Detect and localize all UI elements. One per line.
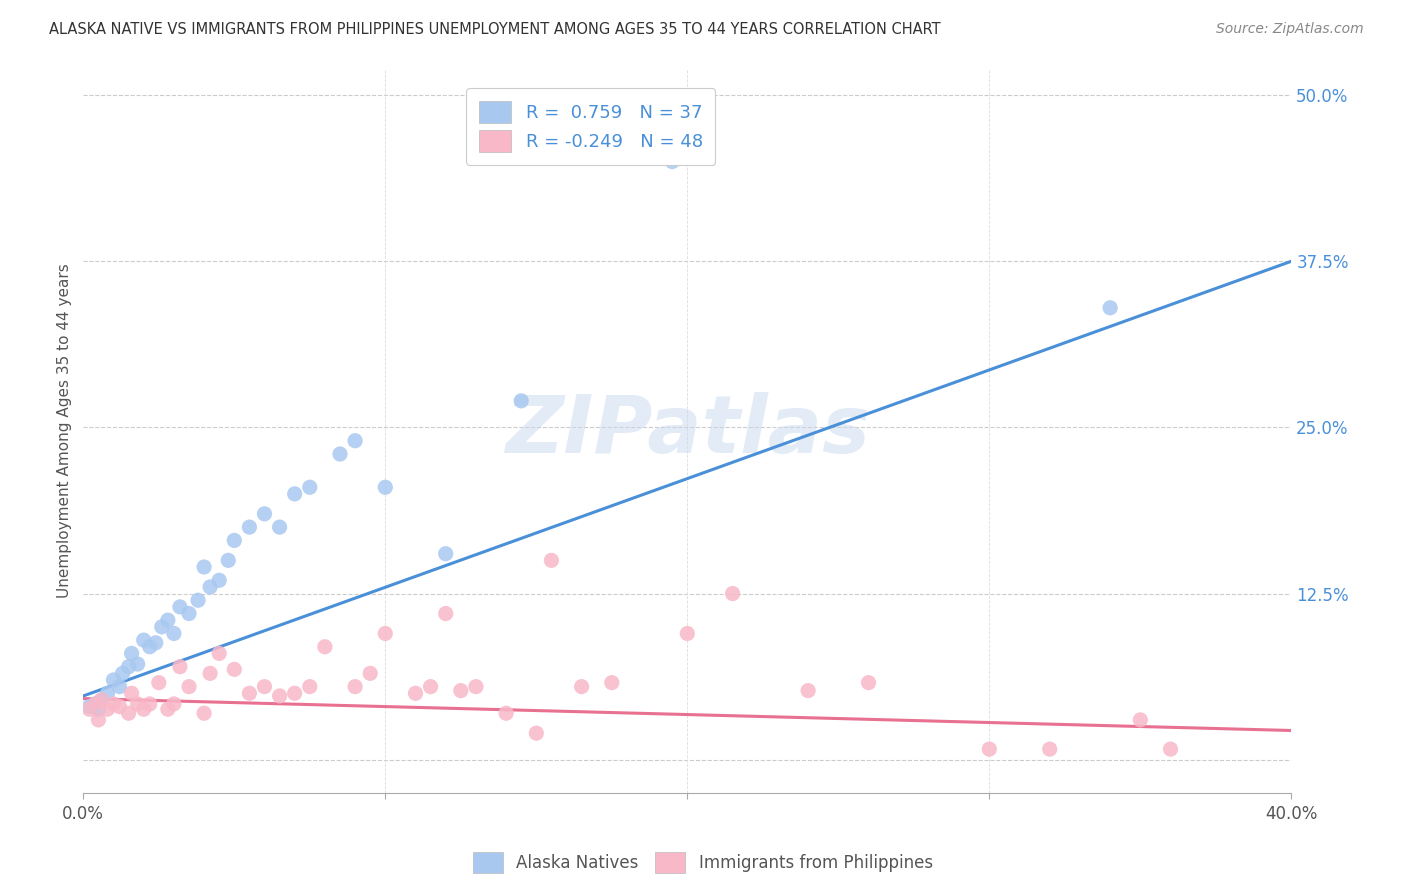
Point bbox=[169, 659, 191, 673]
Point bbox=[284, 487, 307, 501]
Point bbox=[193, 706, 215, 721]
Point bbox=[121, 686, 143, 700]
Point bbox=[132, 702, 155, 716]
Point bbox=[145, 636, 167, 650]
Point bbox=[510, 393, 533, 408]
Point bbox=[187, 593, 209, 607]
Point bbox=[84, 697, 107, 711]
Point bbox=[87, 713, 110, 727]
Point bbox=[858, 675, 880, 690]
Point bbox=[103, 673, 125, 687]
Point bbox=[108, 680, 131, 694]
Point bbox=[96, 702, 118, 716]
Point bbox=[163, 697, 186, 711]
Point bbox=[90, 693, 112, 707]
Point bbox=[103, 697, 125, 711]
Point bbox=[540, 553, 562, 567]
Point bbox=[797, 683, 820, 698]
Point bbox=[1160, 742, 1182, 756]
Point bbox=[87, 702, 110, 716]
Point bbox=[117, 706, 139, 721]
Point bbox=[1099, 301, 1122, 315]
Point bbox=[163, 626, 186, 640]
Point bbox=[253, 680, 276, 694]
Point bbox=[224, 533, 246, 548]
Point bbox=[193, 560, 215, 574]
Point bbox=[434, 547, 457, 561]
Point bbox=[84, 697, 107, 711]
Point bbox=[224, 662, 246, 676]
Point bbox=[117, 659, 139, 673]
Point bbox=[198, 666, 221, 681]
Point bbox=[661, 154, 683, 169]
Point bbox=[238, 686, 260, 700]
Legend: R =  0.759   N = 37, R = -0.249   N = 48: R = 0.759 N = 37, R = -0.249 N = 48 bbox=[465, 88, 716, 165]
Point bbox=[148, 675, 170, 690]
Point bbox=[138, 640, 160, 654]
Point bbox=[314, 640, 336, 654]
Point bbox=[450, 683, 472, 698]
Point bbox=[359, 666, 381, 681]
Point bbox=[344, 434, 367, 448]
Point bbox=[238, 520, 260, 534]
Point bbox=[169, 599, 191, 614]
Point bbox=[138, 697, 160, 711]
Point bbox=[600, 675, 623, 690]
Point bbox=[284, 686, 307, 700]
Point bbox=[495, 706, 517, 721]
Point bbox=[127, 657, 149, 671]
Point bbox=[269, 520, 291, 534]
Point bbox=[419, 680, 441, 694]
Point bbox=[979, 742, 1001, 756]
Point bbox=[374, 626, 396, 640]
Point bbox=[121, 647, 143, 661]
Point bbox=[1129, 713, 1152, 727]
Point bbox=[177, 607, 200, 621]
Point bbox=[79, 699, 101, 714]
Point bbox=[269, 689, 291, 703]
Point bbox=[79, 702, 101, 716]
Point bbox=[127, 697, 149, 711]
Point bbox=[177, 680, 200, 694]
Point bbox=[676, 626, 699, 640]
Point bbox=[329, 447, 352, 461]
Point bbox=[464, 680, 486, 694]
Point bbox=[1039, 742, 1062, 756]
Text: Source: ZipAtlas.com: Source: ZipAtlas.com bbox=[1216, 22, 1364, 37]
Y-axis label: Unemployment Among Ages 35 to 44 years: Unemployment Among Ages 35 to 44 years bbox=[58, 263, 72, 599]
Point bbox=[132, 633, 155, 648]
Point bbox=[571, 680, 593, 694]
Point bbox=[150, 620, 173, 634]
Point bbox=[721, 586, 744, 600]
Point bbox=[111, 666, 134, 681]
Point bbox=[208, 574, 231, 588]
Point bbox=[374, 480, 396, 494]
Point bbox=[198, 580, 221, 594]
Point bbox=[90, 693, 112, 707]
Point bbox=[156, 613, 179, 627]
Legend: Alaska Natives, Immigrants from Philippines: Alaska Natives, Immigrants from Philippi… bbox=[467, 846, 939, 880]
Point bbox=[208, 647, 231, 661]
Point bbox=[344, 680, 367, 694]
Point bbox=[298, 480, 321, 494]
Text: ZIPatlas: ZIPatlas bbox=[505, 392, 870, 470]
Point bbox=[253, 507, 276, 521]
Point bbox=[524, 726, 547, 740]
Point bbox=[96, 686, 118, 700]
Point bbox=[217, 553, 239, 567]
Point bbox=[434, 607, 457, 621]
Point bbox=[298, 680, 321, 694]
Text: ALASKA NATIVE VS IMMIGRANTS FROM PHILIPPINES UNEMPLOYMENT AMONG AGES 35 TO 44 YE: ALASKA NATIVE VS IMMIGRANTS FROM PHILIPP… bbox=[49, 22, 941, 37]
Point bbox=[156, 702, 179, 716]
Point bbox=[108, 699, 131, 714]
Point bbox=[405, 686, 427, 700]
